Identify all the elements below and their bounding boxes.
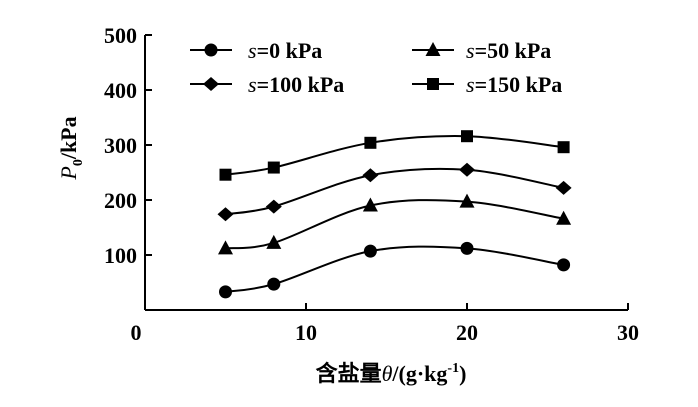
data-point-triangle xyxy=(218,240,233,255)
x-tick-label: 20 xyxy=(456,320,478,345)
data-point-diamond xyxy=(555,180,572,195)
y-axis-title: P0/kPa xyxy=(56,116,86,180)
legend-marker-circle xyxy=(204,43,218,57)
data-point-circle xyxy=(557,258,571,272)
data-point-circle xyxy=(267,277,281,291)
y-tick-label: 300 xyxy=(104,133,137,158)
data-point-square xyxy=(219,168,232,181)
x-tick-label: 10 xyxy=(295,320,317,345)
legend: s=0 kPa s=50 kPa s=100 kPa s=150 kPa xyxy=(190,38,562,97)
y-tick-label: 100 xyxy=(104,243,137,268)
data-point-triangle xyxy=(459,193,475,208)
legend-label: s=0 kPa xyxy=(248,38,322,63)
series-lines xyxy=(225,135,564,293)
data-point-square xyxy=(557,141,570,154)
data-point-square xyxy=(461,130,473,143)
ticks: 100 200 300 400 500 0 10 20 30 xyxy=(104,23,639,345)
legend-marker-triangle xyxy=(425,42,441,56)
data-point-circle xyxy=(363,244,377,258)
data-point-square xyxy=(364,136,377,149)
legend-label: s=150 kPa xyxy=(466,72,562,97)
data-point-circle xyxy=(460,241,474,255)
data-point-circle xyxy=(219,285,232,299)
data-point-triangle xyxy=(266,234,282,249)
legend-label: s=100 kPa xyxy=(248,72,344,97)
legend-marker-square xyxy=(427,78,439,90)
data-point-diamond xyxy=(362,168,379,183)
x-tick-label: 30 xyxy=(617,320,639,345)
data-point-square xyxy=(267,161,280,174)
data-point-triangle xyxy=(362,197,378,212)
series-markers xyxy=(217,130,572,299)
y-tick-label: 200 xyxy=(104,188,137,213)
y-tick-label: 500 xyxy=(104,23,137,48)
axes xyxy=(144,35,628,311)
legend-marker-diamond xyxy=(203,77,219,91)
data-point-triangle xyxy=(556,210,572,225)
y-tick-label: 400 xyxy=(104,78,137,103)
x-axis-title: 含盐量θ/(g·kg-1) xyxy=(316,361,467,386)
data-point-diamond xyxy=(265,199,282,214)
data-point-diamond xyxy=(217,207,234,222)
data-point-diamond xyxy=(459,162,475,177)
legend-label: s=50 kPa xyxy=(466,38,551,63)
x-tick-label: 0 xyxy=(131,320,142,345)
